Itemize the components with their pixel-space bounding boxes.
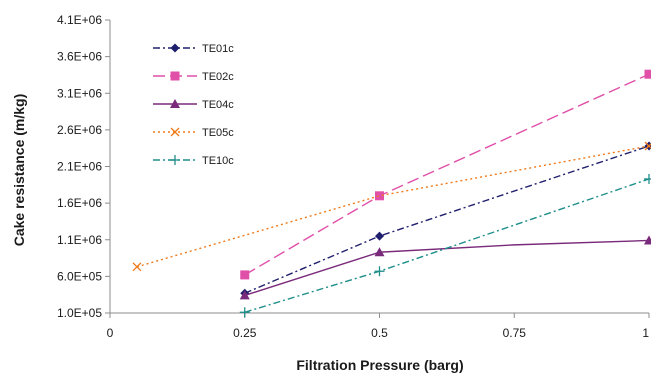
y-tick-label: 6.0E+05 xyxy=(57,269,102,283)
legend-marker xyxy=(170,43,180,53)
series-line-te10c xyxy=(244,178,650,313)
legend-marker xyxy=(170,99,180,108)
y-tick-label: 3.1E+06 xyxy=(57,86,102,100)
x-tick-label: 0 xyxy=(107,326,114,340)
legend-label: TE10c xyxy=(202,155,234,167)
series-te02c xyxy=(240,69,651,280)
data-point-te10c xyxy=(374,266,385,277)
series-line-te02c xyxy=(244,73,650,276)
data-point-te10c xyxy=(644,173,651,184)
series-te05c xyxy=(132,141,651,272)
legend-label: TE01c xyxy=(202,43,234,55)
legend-label: TE05c xyxy=(202,127,234,139)
legend-item-te02c: TE02c xyxy=(153,71,234,83)
y-axis-title: Cake resistance (m/kg) xyxy=(11,94,27,247)
data-point-te04c xyxy=(374,247,385,257)
data-point-te02c xyxy=(644,69,651,79)
data-point-te05c xyxy=(644,141,651,151)
series-line-te01c xyxy=(244,145,650,294)
y-tick-label: 1.0E+05 xyxy=(57,306,102,320)
data-point-te04c xyxy=(239,290,250,300)
series-te04c xyxy=(239,235,651,300)
x-axis-title: Filtration Pressure (barg) xyxy=(296,357,463,373)
legend-item-te01c: TE01c xyxy=(153,43,234,55)
x-axis-ticks: 0 0.25 0.5 0.75 1 xyxy=(107,313,650,340)
y-axis-ticks: 1.0E+05 6.0E+05 1.1E+06 1.6E+06 2.1E+06 2.6E+… xyxy=(57,13,110,320)
data-point-te01c xyxy=(375,231,384,241)
data-point-te10c xyxy=(239,307,250,318)
legend-item-te10c: TE10c xyxy=(153,155,234,167)
y-tick-label: 3.6E+06 xyxy=(57,50,102,64)
y-tick-label: 2.1E+06 xyxy=(57,160,102,174)
series-layer xyxy=(132,69,651,318)
data-point-te02c xyxy=(240,270,250,280)
data-point-te02c xyxy=(375,191,384,201)
legend-marker xyxy=(170,127,180,137)
data-point-te05c xyxy=(132,262,142,272)
legend-item-te04c: TE04c xyxy=(153,99,234,111)
y-tick-label: 4.1E+06 xyxy=(57,13,102,27)
x-tick-label: 0.75 xyxy=(503,326,527,340)
legend-marker xyxy=(170,71,180,81)
legend-marker xyxy=(170,155,180,165)
y-tick-label: 2.6E+06 xyxy=(57,123,102,137)
x-tick-label: 0.25 xyxy=(233,326,257,340)
y-tick-label: 1.1E+06 xyxy=(57,233,102,247)
legend-label: TE02c xyxy=(202,71,234,83)
legend-label: TE04c xyxy=(202,99,234,111)
data-point-te04c xyxy=(644,235,651,245)
series-te10c xyxy=(239,173,651,318)
y-tick-label: 1.6E+06 xyxy=(57,196,102,210)
x-tick-label: 0.5 xyxy=(371,326,388,340)
legend: TE01c TE02c TE04c TE05c TE10c xyxy=(153,43,234,167)
series-te01c xyxy=(240,141,651,298)
legend-item-te05c: TE05c xyxy=(153,127,234,139)
x-tick-label: 1 xyxy=(642,326,649,340)
series-line-te05c xyxy=(136,145,650,268)
